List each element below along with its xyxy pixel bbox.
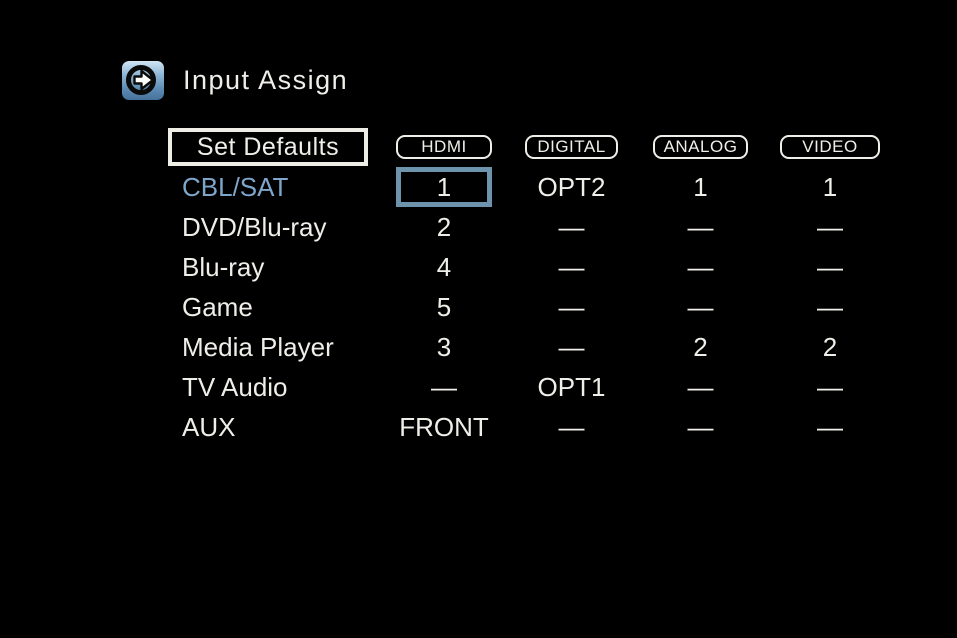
row-label-game[interactable]: Game xyxy=(182,291,253,322)
cell-media-player-video[interactable]: 2 xyxy=(822,332,838,362)
column-header-hdmi: HDMI xyxy=(396,135,492,159)
cell-cbl-sat-hdmi[interactable]: 1 xyxy=(396,167,492,207)
cell-cbl-sat-digital[interactable]: OPT2 xyxy=(537,172,606,202)
cell-aux-hdmi[interactable]: FRONT xyxy=(399,412,489,442)
table-row-cbl-sat: CBL/SAT 1 OPT2 1 1 xyxy=(168,167,880,207)
row-label-media-player[interactable]: Media Player xyxy=(182,331,334,362)
cell-aux-video[interactable]: — xyxy=(817,412,843,442)
cell-tv-audio-video[interactable]: — xyxy=(817,372,843,402)
cell-game-video[interactable]: — xyxy=(817,292,843,322)
cell-aux-digital[interactable]: — xyxy=(558,412,585,442)
set-defaults-button[interactable]: Set Defaults xyxy=(168,128,368,166)
row-label-tv-audio[interactable]: TV Audio xyxy=(182,371,288,402)
cell-game-analog[interactable]: — xyxy=(687,292,714,322)
cell-dvd-analog[interactable]: — xyxy=(687,212,714,242)
cell-cbl-sat-analog[interactable]: 1 xyxy=(693,172,708,202)
table-row-media-player: Media Player 3 — 2 2 xyxy=(168,327,880,367)
column-header-digital: DIGITAL xyxy=(525,135,618,159)
cell-blu-ray-hdmi[interactable]: 4 xyxy=(436,252,452,282)
table-row-blu-ray: Blu-ray 4 — — — xyxy=(168,247,880,287)
cell-dvd-hdmi[interactable]: 2 xyxy=(436,212,452,242)
cell-tv-audio-digital[interactable]: OPT1 xyxy=(537,372,606,402)
input-assign-table: Set Defaults HDMI DIGITAL ANALOG VIDEO C… xyxy=(168,127,880,447)
cell-game-digital[interactable]: — xyxy=(558,292,585,322)
table-row-tv-audio: TV Audio — OPT1 — — xyxy=(168,367,880,407)
cell-dvd-digital[interactable]: — xyxy=(558,212,585,242)
column-header-analog: ANALOG xyxy=(653,135,748,159)
cell-media-player-digital[interactable]: — xyxy=(558,332,585,362)
cell-aux-analog[interactable]: — xyxy=(687,412,714,442)
cell-dvd-video[interactable]: — xyxy=(817,212,843,242)
cell-blu-ray-analog[interactable]: — xyxy=(687,252,714,282)
cell-blu-ray-video[interactable]: — xyxy=(817,252,843,282)
table-row-dvd-blu-ray: DVD/Blu-ray 2 — — — xyxy=(168,207,880,247)
row-label-cbl-sat[interactable]: CBL/SAT xyxy=(182,171,289,202)
cell-tv-audio-hdmi[interactable]: — xyxy=(431,372,457,402)
cell-blu-ray-digital[interactable]: — xyxy=(558,252,585,282)
row-label-blu-ray[interactable]: Blu-ray xyxy=(182,251,265,282)
table-row-aux: AUX FRONT — — — xyxy=(168,407,880,447)
table-header-row: Set Defaults HDMI DIGITAL ANALOG VIDEO xyxy=(168,127,880,167)
cell-cbl-sat-video[interactable]: 1 xyxy=(822,172,838,202)
cell-game-hdmi[interactable]: 5 xyxy=(436,292,452,322)
cell-tv-audio-analog[interactable]: — xyxy=(687,372,714,402)
input-assign-arrow-icon xyxy=(121,58,166,103)
cell-media-player-analog[interactable]: 2 xyxy=(693,332,708,362)
titlebar: Input Assign xyxy=(121,58,348,103)
column-header-video: VIDEO xyxy=(780,135,880,159)
cell-media-player-hdmi[interactable]: 3 xyxy=(436,332,452,362)
table-row-game: Game 5 — — — xyxy=(168,287,880,327)
row-label-dvd-blu-ray[interactable]: DVD/Blu-ray xyxy=(182,211,327,242)
page-title: Input Assign xyxy=(183,65,349,95)
row-label-aux[interactable]: AUX xyxy=(182,411,236,442)
